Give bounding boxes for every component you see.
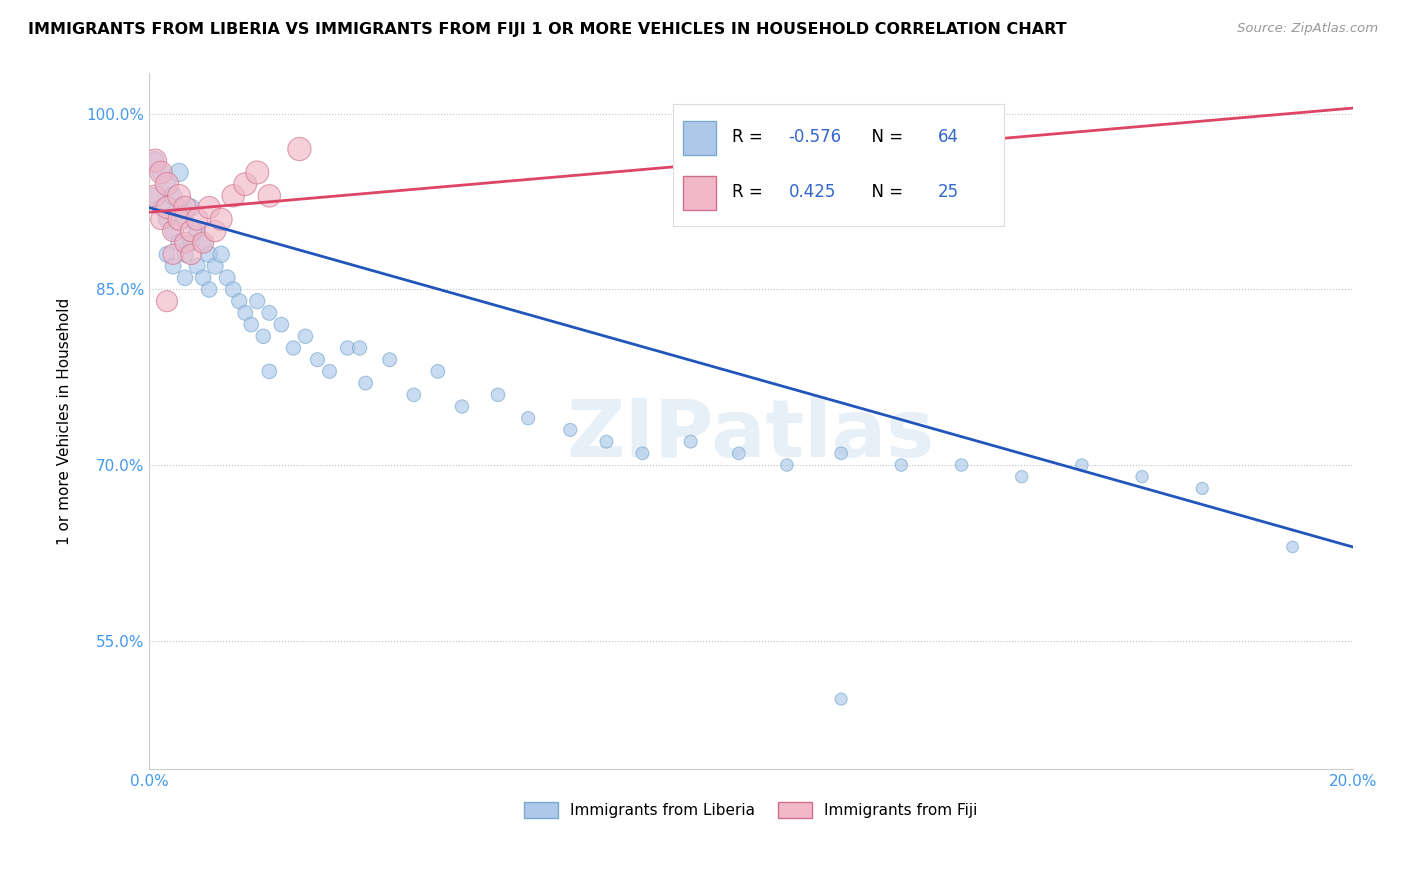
Point: [149, 165, 172, 179]
Point: [307, 352, 329, 367]
Point: [294, 329, 316, 343]
Point: [1130, 469, 1153, 483]
Point: [156, 247, 179, 261]
Point: [198, 247, 221, 261]
Point: [174, 270, 197, 285]
Point: [167, 235, 190, 250]
Point: [191, 235, 214, 250]
Point: [156, 177, 179, 191]
Point: [259, 189, 281, 203]
Point: [246, 294, 269, 309]
Point: [198, 201, 221, 215]
Point: [679, 434, 702, 449]
Point: [149, 201, 172, 215]
Point: [204, 259, 226, 273]
Point: [180, 201, 202, 215]
Point: [162, 259, 184, 273]
Text: ZIPatlas: ZIPatlas: [567, 396, 935, 474]
Point: [246, 165, 269, 179]
Point: [288, 142, 311, 156]
Point: [830, 446, 852, 460]
Point: [283, 341, 305, 355]
Point: [1281, 540, 1303, 554]
Point: [174, 201, 197, 215]
Point: [378, 352, 401, 367]
Point: [143, 189, 166, 203]
Legend: Immigrants from Liberia, Immigrants from Fiji: Immigrants from Liberia, Immigrants from…: [519, 796, 983, 824]
Point: [222, 189, 245, 203]
Point: [167, 212, 190, 227]
Point: [631, 446, 654, 460]
Point: [830, 692, 852, 706]
Point: [156, 177, 179, 191]
Point: [1011, 469, 1033, 483]
Text: Source: ZipAtlas.com: Source: ZipAtlas.com: [1237, 22, 1378, 36]
Point: [204, 224, 226, 238]
Point: [174, 235, 197, 250]
Point: [252, 329, 274, 343]
Point: [228, 294, 250, 309]
Point: [143, 153, 166, 168]
Point: [209, 247, 232, 261]
Point: [233, 306, 256, 320]
Point: [354, 376, 377, 390]
Point: [186, 212, 208, 227]
Point: [259, 306, 281, 320]
Point: [349, 341, 371, 355]
Point: [174, 212, 197, 227]
Point: [191, 235, 214, 250]
Point: [233, 177, 256, 191]
Point: [426, 364, 449, 378]
Point: [149, 165, 172, 179]
Point: [259, 364, 281, 378]
Point: [217, 270, 239, 285]
Point: [162, 224, 184, 238]
Point: [1191, 482, 1213, 496]
Text: IMMIGRANTS FROM LIBERIA VS IMMIGRANTS FROM FIJI 1 OR MORE VEHICLES IN HOUSEHOLD : IMMIGRANTS FROM LIBERIA VS IMMIGRANTS FR…: [28, 22, 1067, 37]
Point: [318, 364, 340, 378]
Point: [402, 388, 425, 402]
Point: [167, 201, 190, 215]
Point: [270, 318, 292, 332]
Point: [1070, 458, 1092, 472]
Point: [180, 224, 202, 238]
Point: [180, 235, 202, 250]
Point: [167, 165, 190, 179]
Point: [162, 247, 184, 261]
Point: [174, 247, 197, 261]
Point: [180, 247, 202, 261]
Point: [890, 458, 912, 472]
Point: [167, 189, 190, 203]
Point: [776, 458, 799, 472]
Point: [209, 212, 232, 227]
Point: [560, 423, 582, 437]
Point: [451, 400, 474, 414]
Point: [727, 446, 749, 460]
Point: [149, 212, 172, 227]
Point: [517, 411, 540, 425]
Point: [156, 212, 179, 227]
Point: [143, 153, 166, 168]
Point: [156, 294, 179, 309]
Point: [191, 270, 214, 285]
Y-axis label: 1 or more Vehicles in Household: 1 or more Vehicles in Household: [58, 298, 72, 545]
Point: [595, 434, 617, 449]
Point: [240, 318, 263, 332]
Point: [186, 259, 208, 273]
Point: [950, 458, 973, 472]
Point: [143, 189, 166, 203]
Point: [222, 283, 245, 297]
Point: [198, 283, 221, 297]
Point: [162, 224, 184, 238]
Point: [186, 224, 208, 238]
Point: [486, 388, 509, 402]
Point: [336, 341, 359, 355]
Point: [162, 189, 184, 203]
Point: [156, 201, 179, 215]
